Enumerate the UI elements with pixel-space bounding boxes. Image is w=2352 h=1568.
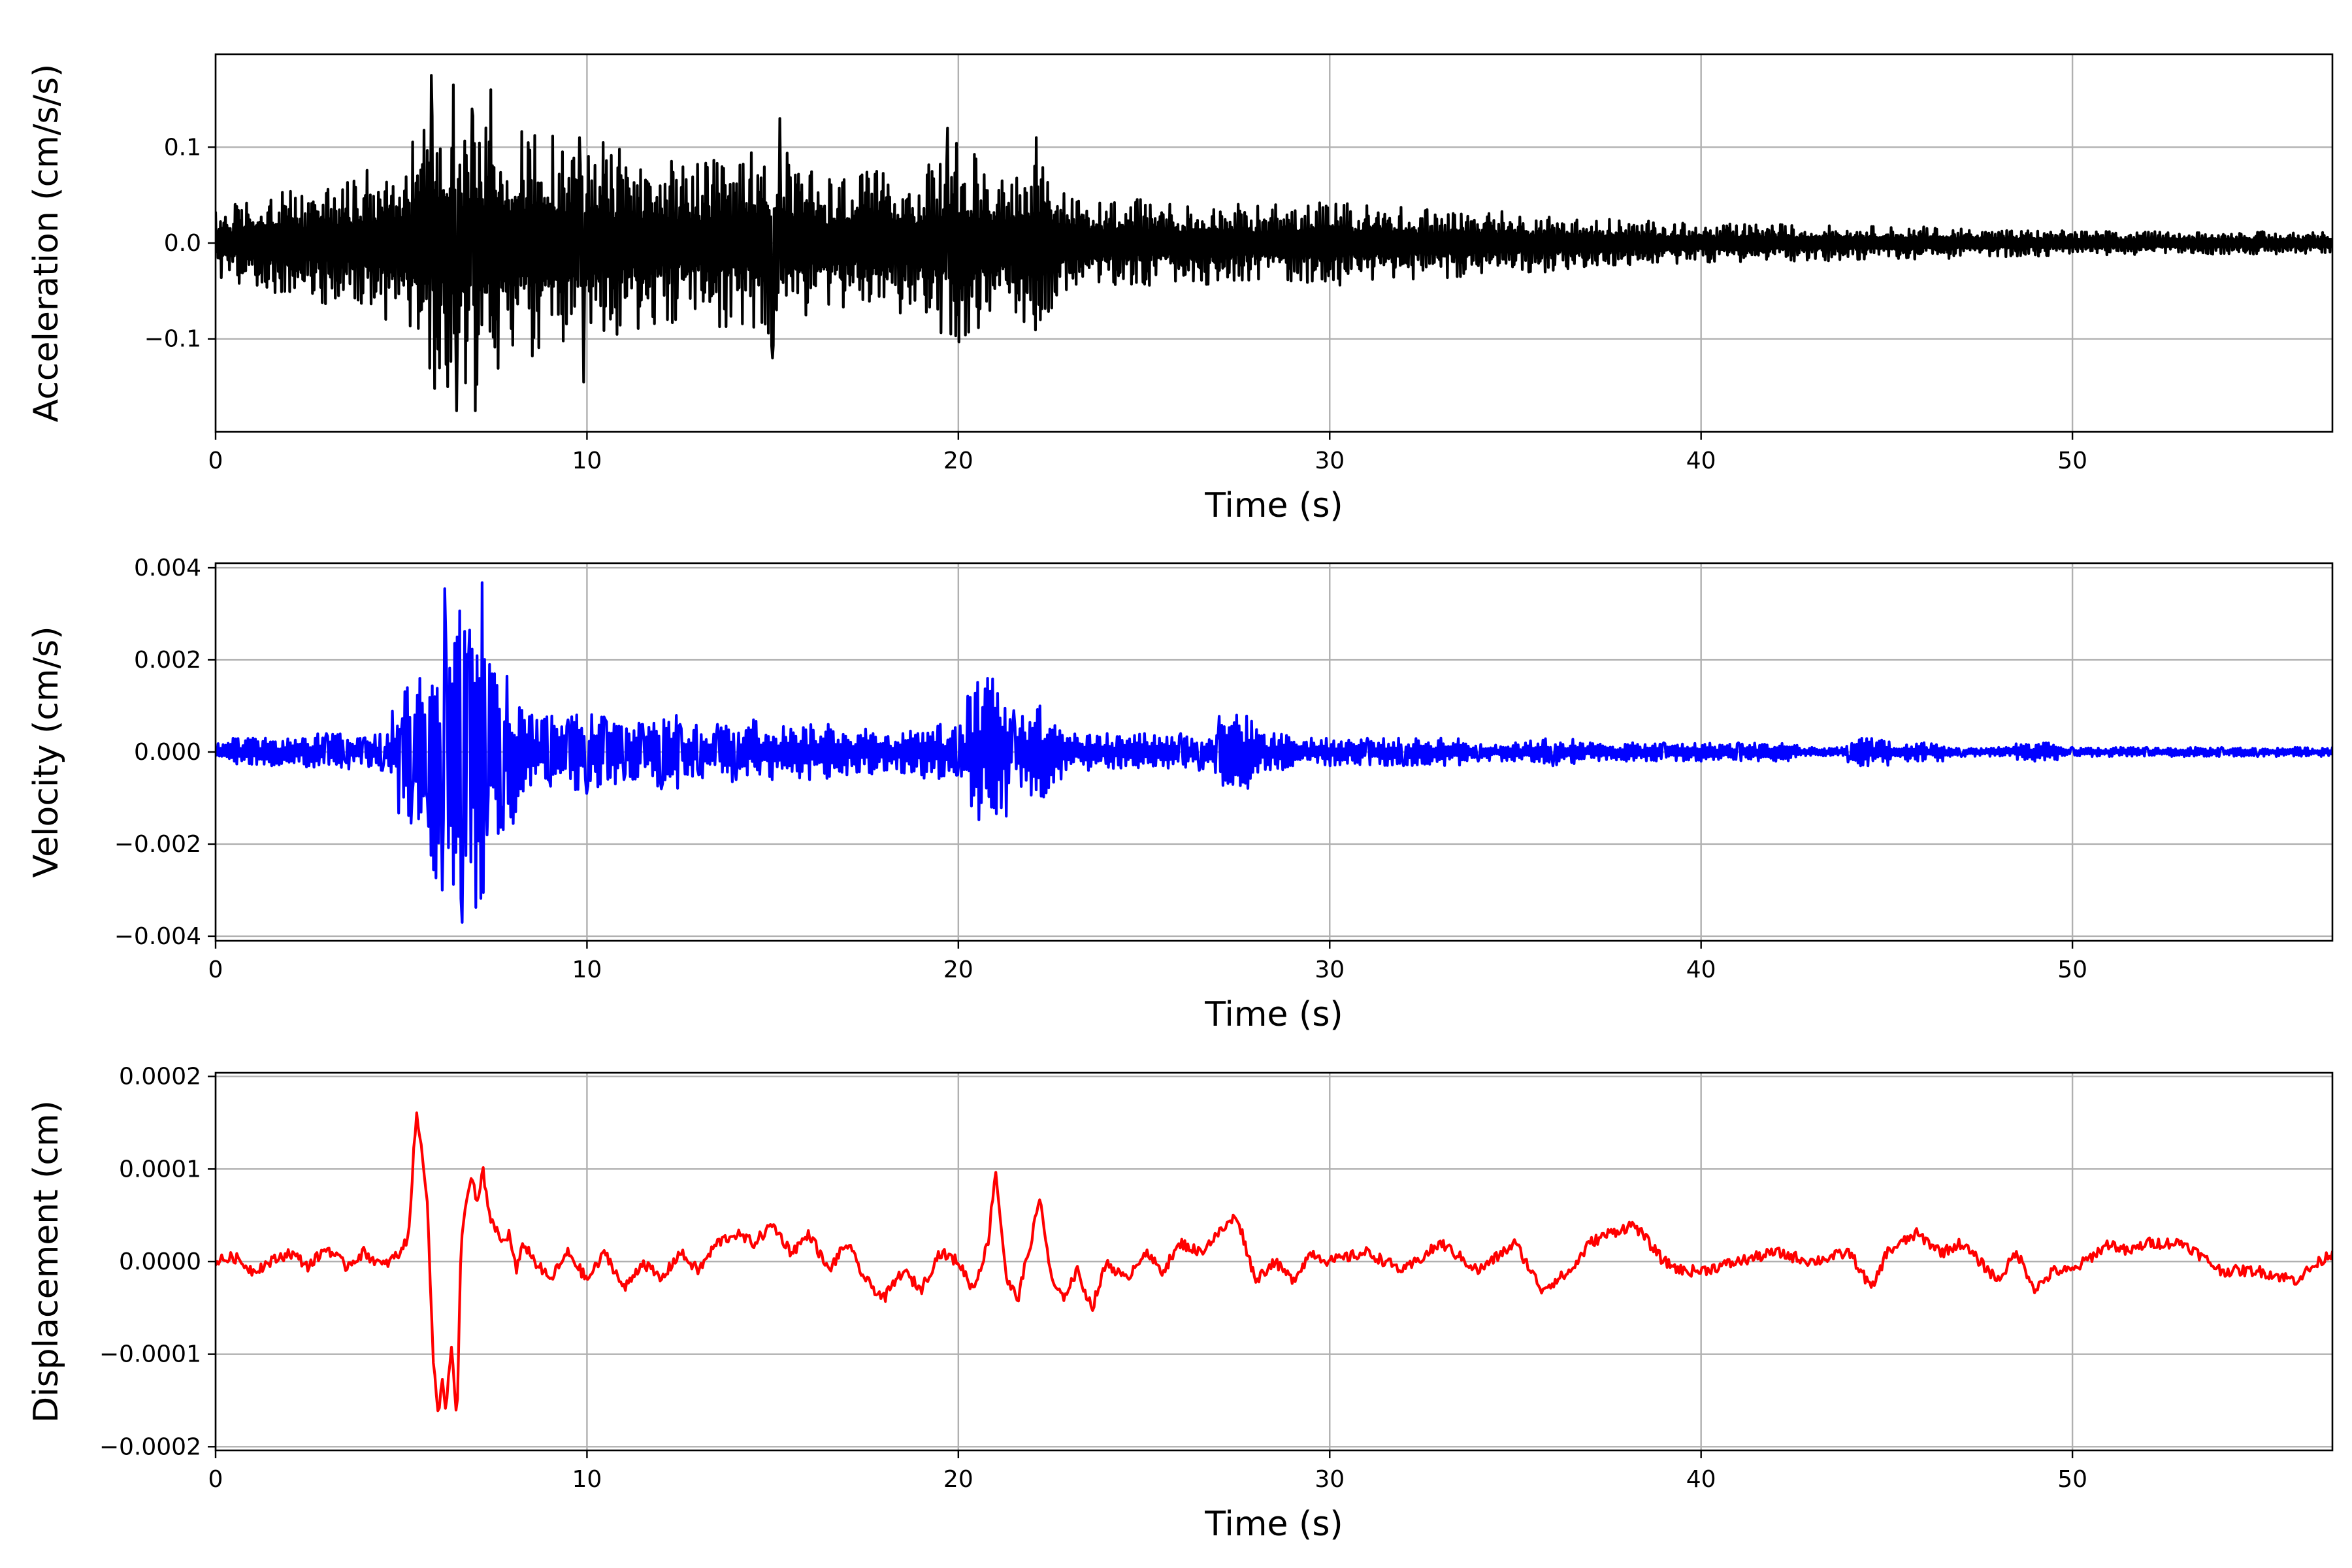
y-tick-label: −0.0002: [99, 1433, 201, 1460]
y-tick-label: −0.1: [144, 326, 201, 353]
acceleration-panel: 0 10 20 30 40 50 −0.1 0.0 0.1 Time (s) Acceleratio…: [27, 53, 2334, 525]
x-tick-label: 20: [943, 448, 973, 474]
y-tick-label: 0.0: [164, 230, 201, 257]
x-tick-label: 20: [943, 956, 973, 983]
y-tick-label: 0.002: [134, 647, 201, 674]
x-tick-label: 40: [1686, 956, 1716, 983]
x-tick-label: 0: [208, 448, 223, 474]
velocity-x-axis-label: Time (s): [1204, 995, 1343, 1034]
acceleration-series-line: [216, 74, 2332, 412]
y-tick-label: 0.0002: [119, 1064, 201, 1090]
x-tick-label: 10: [572, 956, 602, 983]
x-tick-label: 50: [2057, 448, 2087, 474]
velocity-series-line: [216, 581, 2332, 924]
y-tick-label: 0.000: [134, 739, 201, 766]
x-tick-label: 50: [2057, 956, 2087, 983]
acceleration-x-axis-label: Time (s): [1204, 486, 1343, 525]
x-tick-label: 10: [572, 1466, 602, 1493]
x-tick-label: 10: [572, 448, 602, 474]
y-tick-label: 0.004: [134, 555, 201, 581]
velocity-panel: 0 10 20 30 40 50 −0.004 −0.002 0.000 0.002 0.004 Ti…: [27, 555, 2334, 1034]
x-tick-label: 30: [1315, 956, 1345, 983]
x-tick-label: 40: [1686, 1466, 1716, 1493]
displacement-x-axis-label: Time (s): [1204, 1505, 1343, 1544]
y-tick-label: −0.002: [114, 831, 201, 858]
displacement-y-axis-label: Displacement (cm): [27, 1100, 66, 1423]
x-tick-label: 50: [2057, 1466, 2087, 1493]
y-tick-label: 0.0000: [119, 1249, 201, 1275]
x-tick-label: 30: [1315, 448, 1345, 474]
velocity-y-axis-label: Velocity (cm/s): [27, 627, 66, 878]
displacement-panel: 0 10 20 30 40 50 −0.0002 −0.0001 0.0000 0.0001 0.0…: [27, 1064, 2334, 1544]
x-tick-label: 20: [943, 1466, 973, 1493]
acceleration-y-axis-label: Acceleration (cm/s/s): [27, 64, 66, 423]
displacement-series-line: [216, 1111, 2332, 1413]
y-tick-label: −0.004: [114, 923, 201, 950]
x-tick-label: 0: [208, 1466, 223, 1493]
x-tick-label: 30: [1315, 1466, 1345, 1493]
y-tick-label: 0.0001: [119, 1156, 201, 1183]
y-tick-label: 0.1: [164, 134, 201, 161]
x-tick-label: 0: [208, 956, 223, 983]
y-tick-label: −0.0001: [99, 1341, 201, 1368]
x-tick-label: 40: [1686, 448, 1716, 474]
